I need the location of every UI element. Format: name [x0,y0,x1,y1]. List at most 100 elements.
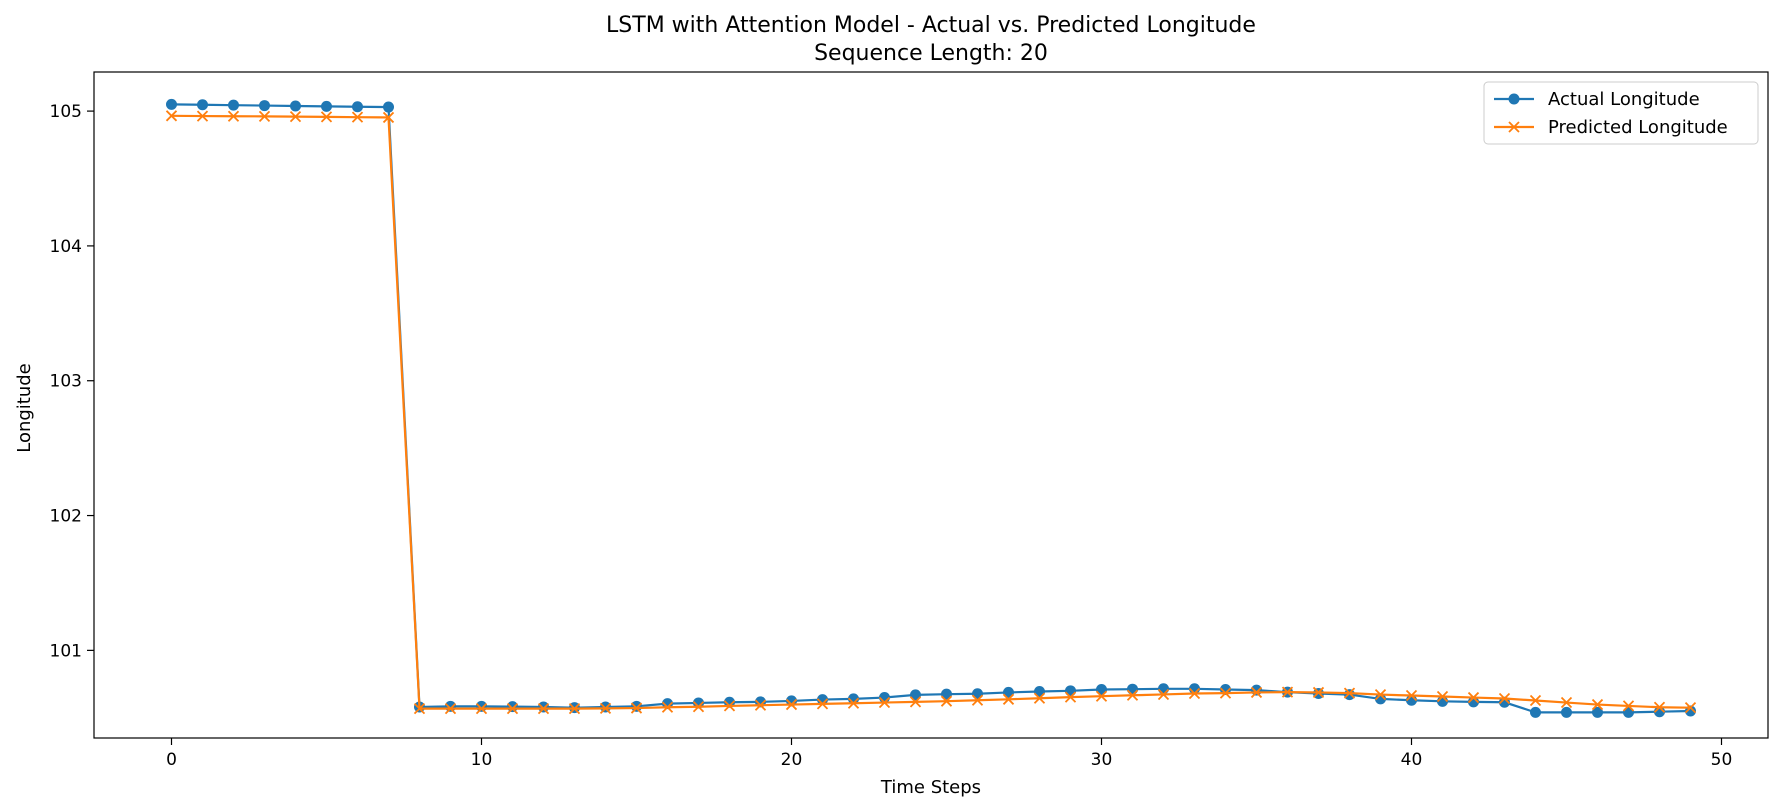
data-point [1622,700,1635,712]
data-point [352,101,363,113]
y-axis: 101 102 103 104 105 [50,102,94,661]
data-point [940,695,953,707]
legend-item: Actual Longitude [1494,89,1700,110]
data-point [165,110,178,122]
data-point [1591,698,1604,711]
data-point [847,697,860,709]
data-point [475,702,488,715]
legend: Actual Longitude Predicted Longitude [1483,81,1759,145]
series-line [171,103,1691,714]
data-point [600,701,611,713]
plot-area [93,71,1769,739]
data-point [321,100,332,112]
data-point [1095,690,1108,702]
data-point [1508,121,1520,133]
data-point [1508,93,1520,105]
data-point [692,701,705,713]
data-point [507,701,518,713]
data-point [661,701,674,713]
data-point [1064,691,1077,703]
data-point [1530,706,1541,718]
data-point [166,98,177,110]
series-layer [165,98,1697,718]
data-point [1251,684,1262,696]
data-point [1219,687,1232,699]
data-point [413,702,426,715]
chart-title: LSTM with Attention Model - Actual vs. P… [606,13,1256,38]
data-point [196,110,209,122]
data-point [259,100,270,112]
data-point [910,689,921,701]
data-point [1158,683,1169,695]
data-point [1374,688,1387,701]
data-point [971,694,984,706]
plot-frame [93,71,1769,739]
chart-subtitle: Sequence Length: 20 [814,41,1048,66]
data-point [878,696,891,709]
x-tick-label: 0 [166,750,177,770]
data-point [1436,690,1449,703]
data-point [1003,686,1014,698]
data-point [197,99,208,111]
data-point [1281,686,1294,698]
series-predicted [165,110,1697,715]
x-tick-label: 10 [471,750,493,770]
data-point [258,110,271,122]
y-tick-label: 104 [50,237,82,257]
x-axis: 0 10 20 30 40 50 [166,738,1732,770]
data-point [630,702,643,714]
data-point [290,100,301,112]
data-point [351,111,364,123]
x-tick-label: 30 [1091,750,1113,770]
series-line [171,114,1691,710]
data-point [227,110,240,122]
data-point [568,702,581,715]
data-point [383,101,394,113]
data-point [537,702,550,715]
y-tick-label: 105 [50,102,82,122]
data-point [723,700,736,712]
data-point [320,111,333,123]
data-point [1467,691,1480,704]
data-point [228,99,239,111]
data-point [1684,702,1697,714]
data-point [476,700,487,712]
data-point [1560,696,1573,709]
data-point [1653,701,1666,713]
data-point [1343,687,1356,699]
legend-item: Predicted Longitude [1494,117,1728,138]
data-point [1033,692,1046,704]
data-point [754,699,767,711]
data-point [1127,683,1138,695]
legend-label: Predicted Longitude [1548,117,1728,138]
data-point [1344,689,1355,701]
x-axis-label: Time Steps [880,777,981,798]
data-point [444,702,457,715]
data-point [909,696,922,708]
data-point [1561,706,1572,718]
y-axis-label: Longitude [14,363,35,453]
data-point [1529,694,1542,707]
x-tick-label: 40 [1401,750,1423,770]
x-tick-label: 50 [1711,750,1733,770]
data-point [1065,685,1076,697]
y-tick-label: 103 [50,372,82,392]
data-point [506,702,519,715]
data-point [941,688,952,700]
data-point [631,700,642,712]
data-point [445,700,456,712]
data-point [1592,706,1603,718]
data-point [382,111,395,124]
y-tick-label: 101 [50,641,82,661]
data-point [599,702,612,714]
data-point [1250,686,1263,699]
data-point [1126,689,1139,701]
series-actual [166,98,1696,718]
legend-label: Actual Longitude [1548,89,1700,110]
data-point [816,698,829,710]
data-point [785,698,798,711]
y-tick-label: 102 [50,507,82,527]
x-tick-label: 20 [781,750,803,770]
data-point [1157,688,1170,701]
